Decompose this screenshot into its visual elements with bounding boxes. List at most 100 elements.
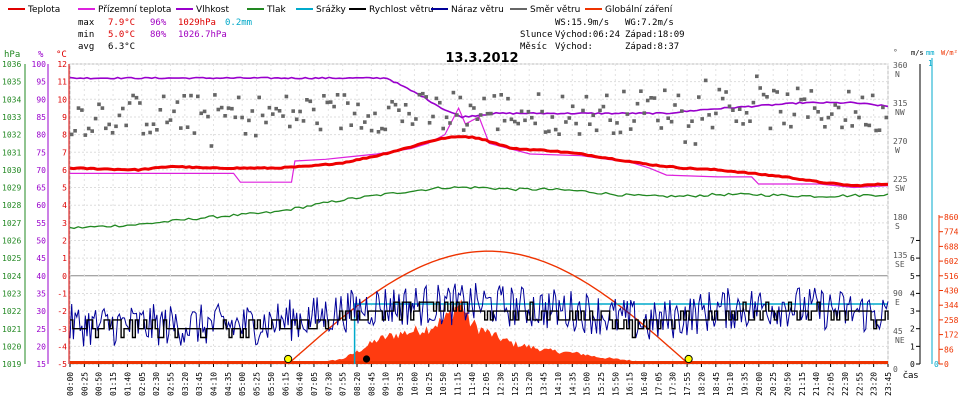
series [69,74,889,365]
x-tick-33: 13:45 [540,372,549,396]
hpa-tick-14: 1022 [2,307,21,316]
wind-direction-point [83,133,88,137]
wind-direction-point [250,109,255,113]
wind-direction-point [192,131,197,135]
hpa-tick-2: 1034 [2,95,21,104]
x-tick-40: 16:40 [640,372,649,396]
chart-title: 13.3.2012 [445,51,518,66]
wind-direction-point [127,101,132,105]
wind-direction-point [247,118,251,123]
x-tick-20: 08:20 [353,372,362,396]
wind-direction-point [611,131,616,135]
wind-direction-point [615,121,619,125]
moon-marker [362,355,371,363]
moon-set: Západ:8:37 [625,42,679,52]
wind-direction-point [73,129,77,133]
legend-label-2: Vlhkost [196,5,229,15]
wind-direction-point [870,93,875,98]
x-tick-27: 11:15 [453,372,462,396]
x-tick-47: 19:35 [740,372,749,396]
x-tick-50: 20:50 [784,372,793,396]
wind-direction-point [584,94,589,99]
percent-tick-16: 20 [36,342,46,351]
wind-direction-point [294,117,299,122]
x-tick-30: 12:30 [497,372,506,396]
x-tick-4: 01:40 [123,372,132,396]
moon-rise: Východ: [555,42,593,52]
percent-tick-10: 50 [36,237,46,246]
wind-direction-point [424,95,428,99]
x-tick-36: 15:00 [583,372,592,396]
direction-deg-8: 0 [893,365,898,374]
wind-direction-point [260,113,265,118]
hpa-tick-5: 1031 [2,148,21,157]
wind-direction-point [778,109,783,114]
direction-label-6: E [895,298,900,307]
celsius-tick-4: 8 [62,131,67,140]
direction-deg-4: 180 [893,213,908,222]
markers [284,354,693,364]
wind-direction-point [97,102,101,107]
wind-direction-point [513,119,517,124]
percent-tick-13: 35 [36,289,46,298]
wind-ws: WS:15.9m/s [555,18,609,28]
wind-direction-point [151,122,156,126]
wind-direction-point [601,104,606,109]
wind-direction-point [240,115,244,120]
x-axis-label: čas [903,370,918,381]
x-tick-23: 09:35 [396,372,405,396]
wind-direction-point [434,96,439,101]
wm2-unit: W/m² [941,49,958,57]
pressure-line [69,186,889,230]
moon-label: Měsíc [520,42,547,52]
wind-direction-point [124,123,128,128]
celsius-tick-13: -1 [57,289,67,298]
wm2-tick-7: 258 [944,316,959,325]
celsius-tick-17: -5 [57,360,67,369]
wind-direction-point [826,115,831,120]
wm2-tick-0: 860 [944,213,959,222]
wind-direction-point [465,123,469,127]
wind-direction-point [444,115,449,120]
percent-tick-0: 100 [32,60,47,69]
wind-direction-point [410,122,415,126]
legend-label-3: Tlak [266,5,287,15]
wind-direction-point [455,113,459,117]
stat-1-1: 5.0°C [108,30,135,40]
sunset-marker [684,354,693,364]
wind-direction-point [158,108,163,112]
wind-direction-point [530,115,534,120]
wind-direction-point [315,121,319,126]
wind-direction-point [673,103,677,107]
ms-tick-7: 0 [910,360,915,369]
wind-direction-point [325,100,330,105]
x-tick-57: 23:45 [884,372,893,396]
x-tick-55: 22:55 [855,372,864,396]
direction-label-7: NE [895,336,905,345]
x-tick-45: 18:45 [712,372,721,396]
mm-tick-1: 0 [934,360,939,369]
wind-direction-point [635,101,640,106]
wind-direction-point [427,121,432,125]
wind-direction-point [332,104,336,109]
wind-direction-point [540,109,544,114]
wind-direction-point [785,92,790,96]
wind-direction-point [393,102,398,107]
direction-label-4: S [895,222,900,231]
wind-direction-point [179,126,183,130]
wind-direction-point [185,125,190,129]
wind-direction-point [308,99,313,104]
wind-direction-point [806,115,810,119]
x-tick-5: 02:05 [138,372,147,396]
percent-unit: % [38,50,44,60]
wind-direction-point [199,111,203,116]
x-tick-51: 21:15 [798,372,807,396]
wind-direction-point [755,74,759,79]
direction-deg-2: 270 [893,137,908,146]
wind-direction-point [472,106,476,110]
sun-rise: Východ:06:24 [555,30,620,40]
wind-direction-point [809,89,814,93]
wind-direction-point [349,123,353,127]
wind-direction-point [499,93,503,97]
